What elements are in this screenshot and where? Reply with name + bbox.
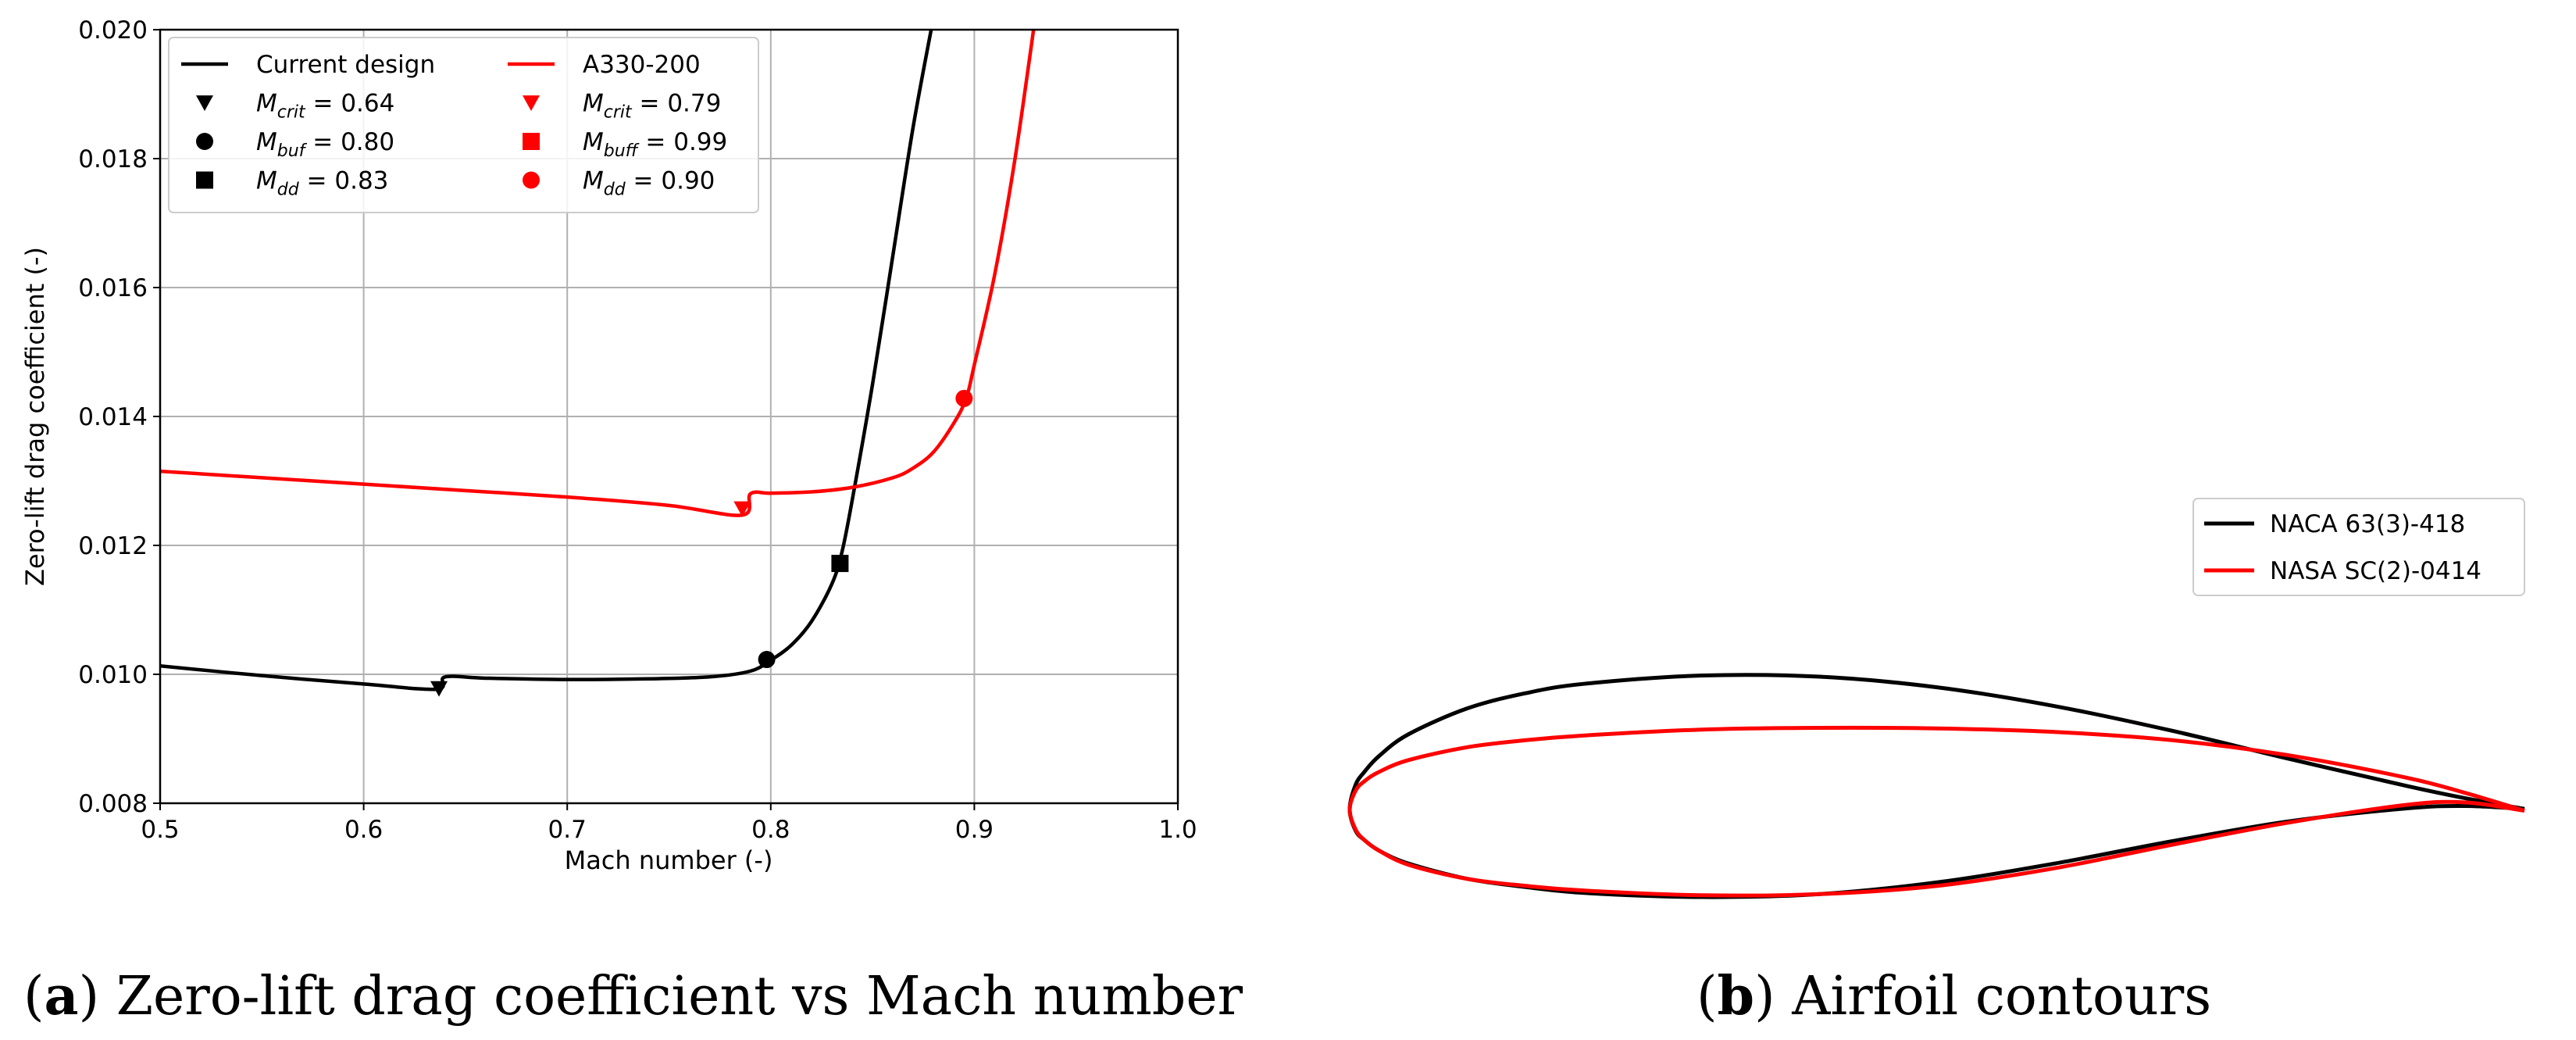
y-tick-label: 0.010 — [78, 661, 148, 689]
legend-subscript: buff — [604, 141, 640, 161]
x-tick-label: 0.6 — [344, 816, 383, 844]
legend-label: Mbuff = 0.99 — [583, 128, 727, 161]
series-line-a330-200 — [160, 30, 1036, 517]
y-tick-label: 0.016 — [78, 274, 148, 302]
legend-value: = 0.99 — [638, 128, 728, 156]
caption-b-paren-close: ) — [1754, 966, 1792, 1027]
data-marker — [430, 681, 448, 697]
y-tick-label: 0.008 — [78, 790, 148, 818]
y-tick-label: 0.020 — [78, 16, 148, 45]
legend-symbol: M — [583, 167, 604, 195]
legend-symbol: M — [256, 167, 277, 195]
legend-label: Mdd = 0.83 — [256, 167, 388, 200]
x-axis-label: Mach number (-) — [565, 845, 773, 875]
legend-symbol: M — [583, 128, 604, 156]
legend-label: Current design — [256, 51, 435, 79]
caption-a-text: Zero-lift drag coefficient vs Mach numbe… — [116, 966, 1243, 1027]
caption-a: (a) Zero-lift drag coefficient vs Mach n… — [23, 965, 1243, 1027]
y-tick-label: 0.012 — [78, 532, 148, 560]
legend-marker-swatch — [523, 133, 540, 150]
caption-a-letter: a — [45, 965, 79, 1027]
airfoil-contour-naca — [1347, 673, 2525, 899]
y-tick-label: 0.014 — [78, 403, 148, 431]
y-ticks: 0.008 0.010 0.012 0.014 0.016 0.018 0.020 — [78, 16, 160, 818]
legend-label: Mdd = 0.90 — [583, 167, 715, 200]
airfoil-contour-nasa — [1347, 725, 2525, 898]
caption-b-text: Airfoil contours — [1791, 966, 2211, 1027]
legend-symbol: M — [583, 90, 604, 118]
caption-b: (b) Airfoil contours — [1697, 965, 2211, 1027]
legend-box — [2192, 498, 2525, 596]
legend-marker-swatch — [196, 133, 213, 150]
legend-value: = 0.90 — [626, 167, 715, 195]
caption-b-paren-open: ( — [1697, 966, 1718, 1027]
y-tick-label: 0.018 — [78, 145, 148, 173]
legend: NACA 63(3)-418 NASA SC(2)-0414 — [2192, 498, 2525, 596]
legend-marker-swatch — [196, 95, 213, 111]
x-tick-label: 0.7 — [548, 816, 587, 844]
legend-value: = 0.64 — [305, 90, 395, 118]
data-marker — [758, 651, 776, 669]
legend-value: = 0.83 — [299, 167, 389, 195]
legend-label: Mbuf = 0.80 — [256, 128, 394, 161]
legend-subscript: dd — [277, 180, 300, 200]
y-axis-label: Zero-lift drag coefficient (-) — [20, 247, 50, 586]
data-marker — [831, 555, 849, 573]
legend-marker-swatch — [523, 95, 540, 111]
x-tick-label: 0.9 — [955, 816, 994, 844]
caption-a-paren-open: ( — [23, 966, 45, 1027]
legend-subscript: dd — [604, 180, 626, 200]
x-ticks: 0.5 0.6 0.7 0.8 0.9 1.0 — [141, 803, 1197, 844]
legend-value: = 0.80 — [305, 128, 394, 156]
x-tick-label: 0.8 — [751, 816, 790, 844]
x-tick-label: 0.5 — [141, 816, 179, 844]
legend-label: Mcrit = 0.64 — [256, 90, 394, 123]
legend-label: A330-200 — [583, 51, 701, 79]
data-marker — [955, 389, 973, 407]
caption-a-paren-close: ) — [79, 966, 116, 1027]
airfoil-contours-chart: NACA 63(3)-418 NASA SC(2)-0414 — [1347, 498, 2525, 899]
legend-marker-swatch — [523, 171, 540, 189]
legend-subscript: crit — [277, 103, 306, 123]
legend-box — [168, 37, 759, 213]
legend-label: NACA 63(3)-418 — [2270, 510, 2465, 538]
legend-label: Mcrit = 0.79 — [583, 90, 721, 123]
legend-symbol: M — [256, 128, 277, 156]
series-markers — [430, 389, 973, 697]
caption-b-letter: b — [1718, 965, 1755, 1027]
legend-label: NASA SC(2)-0414 — [2270, 557, 2481, 585]
drag-vs-mach-chart: 0.5 0.6 0.7 0.8 0.9 1.0 0.0080.0100.0120.0140… — [20, 16, 1197, 875]
airfoil-series — [1347, 673, 2525, 899]
legend-subscript: crit — [604, 103, 633, 123]
legend-value: = 0.79 — [632, 90, 722, 118]
legend-symbol: M — [256, 90, 277, 118]
data-marker — [733, 501, 751, 517]
x-tick-label: 1.0 — [1158, 816, 1197, 844]
legend-subscript: buf — [277, 141, 308, 161]
legend-marker-swatch — [196, 171, 213, 189]
